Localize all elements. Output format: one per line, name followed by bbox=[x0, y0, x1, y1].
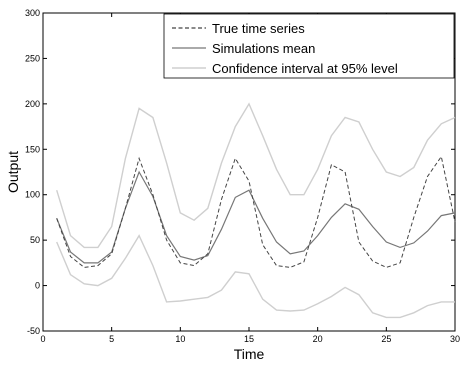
legend-box bbox=[163, 13, 455, 79]
y-tick-label: 0 bbox=[35, 281, 40, 291]
y-tick-label: -50 bbox=[27, 326, 40, 336]
legend-label-0: True time series bbox=[212, 21, 305, 36]
x-tick-label: 30 bbox=[450, 334, 460, 344]
x-tick-label: 25 bbox=[381, 334, 391, 344]
legend: True time series Simulations mean Confiden… bbox=[163, 13, 455, 79]
series-line-1 bbox=[56, 170, 456, 264]
y-tick-label: 50 bbox=[30, 235, 40, 245]
x-tick-label: 10 bbox=[175, 334, 185, 344]
series-line-2 bbox=[56, 102, 456, 249]
x-tick-label: 5 bbox=[109, 334, 114, 344]
x-tick-label: 15 bbox=[244, 334, 254, 344]
y-tick-label: 100 bbox=[25, 190, 40, 200]
series-line-3 bbox=[56, 234, 455, 319]
x-tick-label: 20 bbox=[313, 334, 323, 344]
y-axis-label: Output bbox=[5, 151, 21, 193]
legend-label-2: Confidence interval at 95% level bbox=[212, 61, 398, 76]
legend-label-1: Simulations mean bbox=[212, 41, 315, 56]
y-tick-label: 300 bbox=[25, 8, 40, 18]
series-line-0 bbox=[56, 155, 456, 268]
x-axis-label: Time bbox=[234, 346, 265, 362]
x-tick-label: 0 bbox=[40, 334, 45, 344]
y-tick-label: 150 bbox=[25, 144, 40, 154]
series-layer bbox=[56, 102, 456, 319]
y-tick-label: 200 bbox=[25, 99, 40, 109]
y-tick-label: 250 bbox=[25, 53, 40, 63]
